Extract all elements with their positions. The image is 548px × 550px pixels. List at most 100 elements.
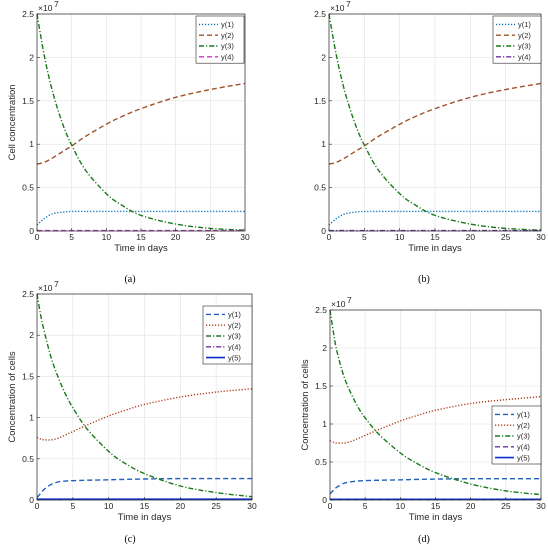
x-tick-label: 0 — [327, 232, 332, 242]
x-tick-label: 20 — [176, 501, 186, 511]
x-tick-label: 25 — [501, 501, 511, 511]
legend-entry: y(4) — [518, 53, 531, 62]
y-tick-label: 2.5 — [314, 9, 326, 19]
legend: y(1) y(2) y(3) y(4) — [195, 15, 245, 64]
y-exponent-power: 7 — [54, 279, 59, 289]
x-tick-label: 30 — [247, 501, 257, 511]
y-tick-label: 2 — [321, 52, 326, 62]
panel-label: (b) — [418, 274, 430, 285]
series-line-y3 — [329, 309, 542, 496]
panel-label: (d) — [418, 534, 430, 545]
x-tick-label: 25 — [211, 501, 221, 511]
chart-panel-d: 0 5 10 15 20 25 30 0 0.5 1 1.5 2 2.5 ×10 7 Time in days… — [300, 295, 546, 545]
legend-entry: y(5) — [228, 353, 241, 362]
legend-entry: y(2) — [221, 31, 234, 40]
legend-entry: y(1) — [221, 20, 234, 29]
legend-box — [492, 15, 542, 64]
x-tick-label: 5 — [363, 501, 368, 511]
legend-box — [195, 15, 245, 64]
series-line-y2 — [36, 388, 253, 441]
x-tick-label: 15 — [136, 232, 146, 242]
legend-entry: y(3) — [518, 42, 531, 51]
legend-entry: y(2) — [517, 421, 530, 430]
y-tick-label: 1 — [321, 139, 326, 149]
y-exponent-power: 7 — [54, 0, 59, 9]
x-axis-label: Time in days — [118, 512, 172, 523]
legend-entry: y(1) — [228, 310, 241, 319]
y-tick-label: 0.5 — [314, 183, 326, 193]
x-axis-label: Time in days — [409, 512, 463, 523]
legend-entry: y(1) — [517, 410, 530, 419]
series-line-y1 — [329, 477, 541, 495]
legend-entry: y(5) — [517, 453, 530, 462]
x-tick-label: 25 — [206, 232, 216, 242]
x-tick-label: 30 — [536, 232, 546, 242]
legend-entry: y(2) — [228, 321, 241, 330]
x-tick-label: 10 — [395, 232, 405, 242]
y-tick-label: 0 — [321, 226, 326, 236]
series-line-y2 — [36, 82, 246, 165]
series-line-y3 — [36, 13, 246, 231]
y-tick-label: 2 — [322, 343, 327, 353]
y-exponent-power: 7 — [347, 295, 352, 305]
x-tick-label: 5 — [70, 501, 75, 511]
x-tick-label: 20 — [466, 501, 476, 511]
series-line-y1 — [36, 477, 252, 498]
x-axis-label: Time in days — [114, 243, 168, 254]
x-axis-label: Time in days — [408, 243, 462, 254]
legend-entry: y(4) — [228, 343, 241, 352]
x-tick-label: 30 — [240, 232, 250, 242]
chart-panel-b: 0 5 10 15 20 25 30 0 0.5 1 1.5 2 2.5 ×10 7 Time in days… — [314, 0, 546, 285]
chart-panel-c: 0 5 10 15 20 25 30 0 0.5 1 1.5 2 2.5 ×10 7 Time in days… — [7, 279, 257, 545]
legend: y(1) y(2) y(3) y(4)y(5) — [491, 405, 542, 465]
legend-entry: y(2) — [518, 31, 531, 40]
legend-entry: y(3) — [228, 332, 241, 341]
y-tick-label: 0 — [29, 226, 34, 236]
y-tick-label: 2 — [29, 52, 34, 62]
y-exponent-label: ×10 — [331, 299, 346, 309]
legend-entry: y(3) — [517, 432, 530, 441]
legend-entry: y(4) — [221, 53, 234, 62]
y-tick-label: 1.5 — [22, 371, 34, 381]
y-tick-label: 0.5 — [22, 183, 34, 193]
y-tick-label: 0 — [322, 495, 327, 505]
legend-box — [202, 305, 253, 365]
y-tick-label: 1.5 — [314, 96, 326, 106]
panel-label: (a) — [124, 274, 135, 285]
y-tick-label: 1 — [322, 419, 327, 429]
legend: y(1) y(2) y(3) y(4)y(5) — [202, 305, 253, 365]
legend-box — [491, 405, 542, 465]
y-tick-label: 2.5 — [22, 9, 34, 19]
y-tick-label: 2.5 — [22, 289, 34, 299]
y-tick-label: 1.5 — [315, 381, 327, 391]
chart-panel-a: 0 5 10 15 20 25 30 0 0.5 1 1.5 2 2.5 ×10 7 Time in days… — [7, 0, 250, 285]
y-tick-label: 0.5 — [22, 454, 34, 464]
panel-label: (c) — [124, 534, 135, 545]
legend: y(1) y(2) y(3) y(4) — [492, 15, 542, 64]
x-tick-label: 0 — [35, 501, 40, 511]
legend-entry: y(3) — [221, 42, 234, 51]
series-line-y1 — [328, 210, 541, 226]
x-tick-label: 20 — [171, 232, 181, 242]
y-axis-label: Concentration of cells — [7, 351, 18, 443]
legend-entry: y(1) — [518, 20, 531, 29]
x-tick-label: 5 — [69, 232, 74, 242]
x-tick-label: 10 — [396, 501, 406, 511]
x-tick-label: 10 — [104, 501, 114, 511]
y-exponent-power: 7 — [346, 0, 351, 9]
x-tick-label: 5 — [362, 232, 367, 242]
y-exponent-label: ×10 — [38, 3, 53, 13]
x-tick-label: 15 — [140, 501, 150, 511]
y-tick-label: 1 — [29, 139, 34, 149]
y-axis-label: Cell concentration — [7, 84, 18, 160]
x-tick-label: 0 — [35, 232, 40, 242]
series-line-y2 — [328, 82, 542, 165]
x-tick-label: 0 — [328, 501, 333, 511]
series-line-y3 — [328, 13, 542, 231]
y-tick-label: 1.5 — [22, 96, 34, 106]
y-tick-label: 0.5 — [315, 457, 327, 467]
legend-entry: y(4) — [517, 443, 530, 452]
y-tick-label: 0 — [29, 495, 34, 505]
x-tick-label: 15 — [431, 501, 441, 511]
